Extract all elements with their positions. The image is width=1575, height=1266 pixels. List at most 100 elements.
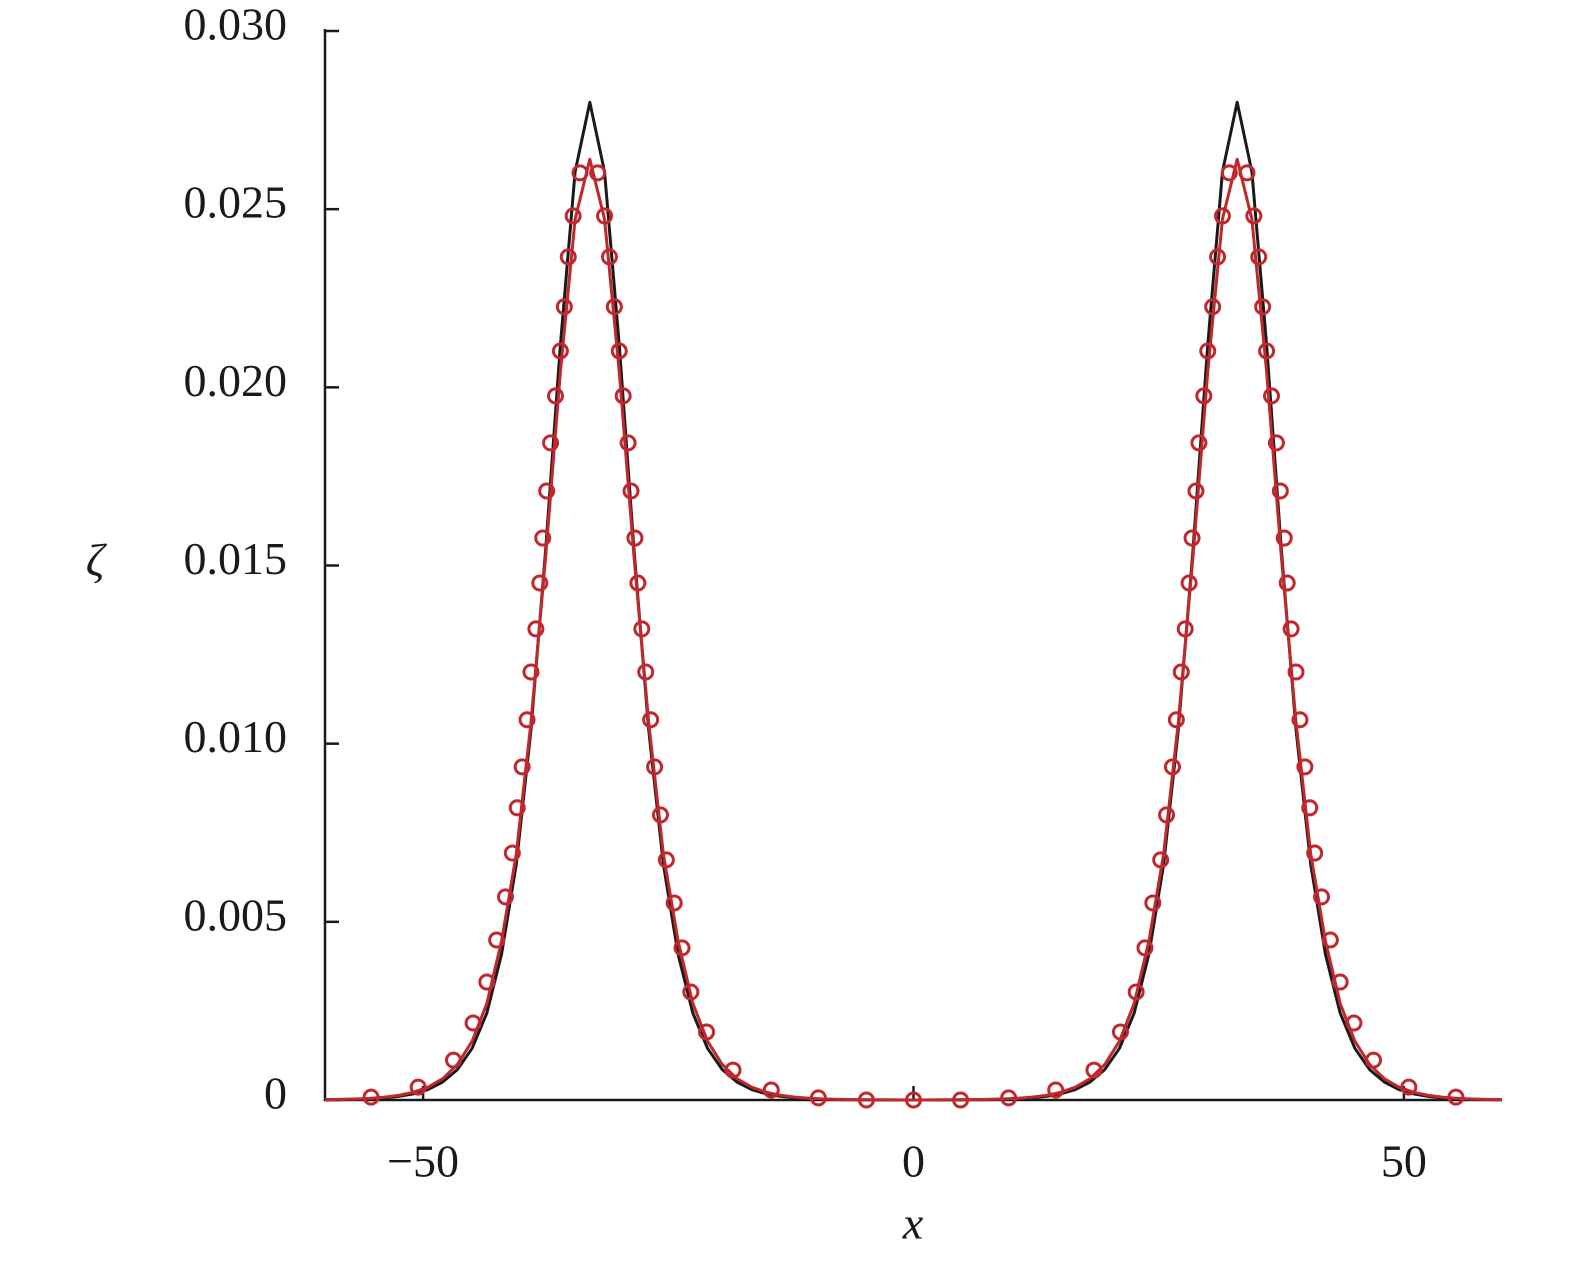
- marker: [1271, 482, 1289, 500]
- marker: [1245, 207, 1263, 225]
- marker: [1258, 342, 1276, 360]
- marker: [905, 1091, 922, 1109]
- marker: [809, 1089, 827, 1107]
- marker: [1220, 164, 1238, 182]
- marker: [1238, 164, 1256, 182]
- marker: [464, 1014, 482, 1032]
- marker: [542, 434, 560, 452]
- marker: [626, 529, 644, 547]
- marker: [1263, 387, 1281, 405]
- x-tick-label: −50: [387, 1136, 459, 1187]
- marker: [551, 342, 569, 360]
- marker: [651, 806, 669, 824]
- marker: [555, 298, 573, 316]
- marker: [559, 248, 577, 266]
- y-tick-label: 0.030: [184, 0, 288, 50]
- marker: [1291, 711, 1309, 729]
- marker: [1306, 844, 1324, 862]
- y-tick-label: 0.020: [184, 355, 288, 406]
- marker: [589, 164, 607, 182]
- marker: [1209, 248, 1227, 266]
- marker: [538, 482, 556, 500]
- marker: [362, 1088, 380, 1106]
- marker: [698, 1023, 716, 1041]
- marker: [629, 574, 647, 592]
- marker: [633, 620, 651, 638]
- marker: [1287, 663, 1305, 681]
- marker: [619, 434, 637, 452]
- marker: [642, 711, 660, 729]
- marker: [518, 711, 536, 729]
- marker: [610, 342, 628, 360]
- marker: [409, 1078, 427, 1096]
- marker: [614, 387, 632, 405]
- marker: [1250, 248, 1268, 266]
- marker: [571, 164, 589, 182]
- marker: [724, 1061, 742, 1079]
- marker: [1331, 973, 1349, 991]
- y-tick-label: 0.005: [184, 889, 288, 940]
- marker: [1163, 758, 1181, 776]
- marker: [1204, 298, 1222, 316]
- marker: [1000, 1089, 1018, 1107]
- marker: [1199, 342, 1217, 360]
- x-tick-label: 50: [1381, 1136, 1427, 1187]
- marker: [1172, 663, 1190, 681]
- y-tick-label: 0.015: [184, 533, 288, 584]
- marker: [1447, 1088, 1465, 1106]
- y-tick-label: 0.025: [184, 177, 288, 228]
- marker: [1136, 939, 1154, 957]
- marker: [527, 620, 545, 638]
- marker: [657, 851, 675, 869]
- marker: [508, 799, 526, 817]
- marker: [1111, 1023, 1129, 1041]
- marker: [1152, 851, 1170, 869]
- marker: [1278, 574, 1296, 592]
- marker: [1176, 620, 1194, 638]
- marker: [673, 939, 691, 957]
- marker: [1301, 799, 1319, 817]
- marker: [1085, 1061, 1103, 1079]
- marker: [1187, 482, 1205, 500]
- x-axis-label: x: [902, 1198, 924, 1249]
- line: [324, 100, 1503, 1102]
- marker: [444, 1051, 462, 1069]
- y-axis-label: ζ: [86, 535, 108, 586]
- y-tick-label: 0.010: [184, 711, 288, 762]
- marker: [1158, 806, 1176, 824]
- marker: [1047, 1081, 1065, 1099]
- marker: [682, 983, 700, 1001]
- marker: [1282, 620, 1300, 638]
- marker: [1365, 1051, 1383, 1069]
- marker: [1345, 1014, 1363, 1032]
- marker: [596, 207, 614, 225]
- marker: [1321, 931, 1339, 949]
- marker: [564, 207, 582, 225]
- marker: [546, 387, 564, 405]
- marker: [1195, 387, 1213, 405]
- marker: [1183, 529, 1201, 547]
- marker: [503, 844, 521, 862]
- marker: [646, 758, 664, 776]
- marker: [531, 574, 549, 592]
- marker: [952, 1091, 970, 1109]
- line: [324, 157, 1503, 1102]
- marker: [1400, 1078, 1418, 1096]
- marker: [857, 1091, 875, 1109]
- marker: [1267, 434, 1285, 452]
- marker: [1296, 758, 1314, 776]
- marker: [478, 973, 496, 991]
- marker: [1144, 894, 1162, 912]
- marker: [1213, 207, 1231, 225]
- marker: [1127, 983, 1145, 1001]
- marker: [665, 894, 683, 912]
- x-tick-label: 0: [902, 1136, 925, 1187]
- marker: [534, 529, 552, 547]
- marker: [513, 758, 531, 776]
- marker: [762, 1081, 780, 1099]
- marker: [637, 663, 655, 681]
- marker: [1190, 434, 1208, 452]
- marker: [605, 298, 623, 316]
- marker: [1313, 888, 1331, 906]
